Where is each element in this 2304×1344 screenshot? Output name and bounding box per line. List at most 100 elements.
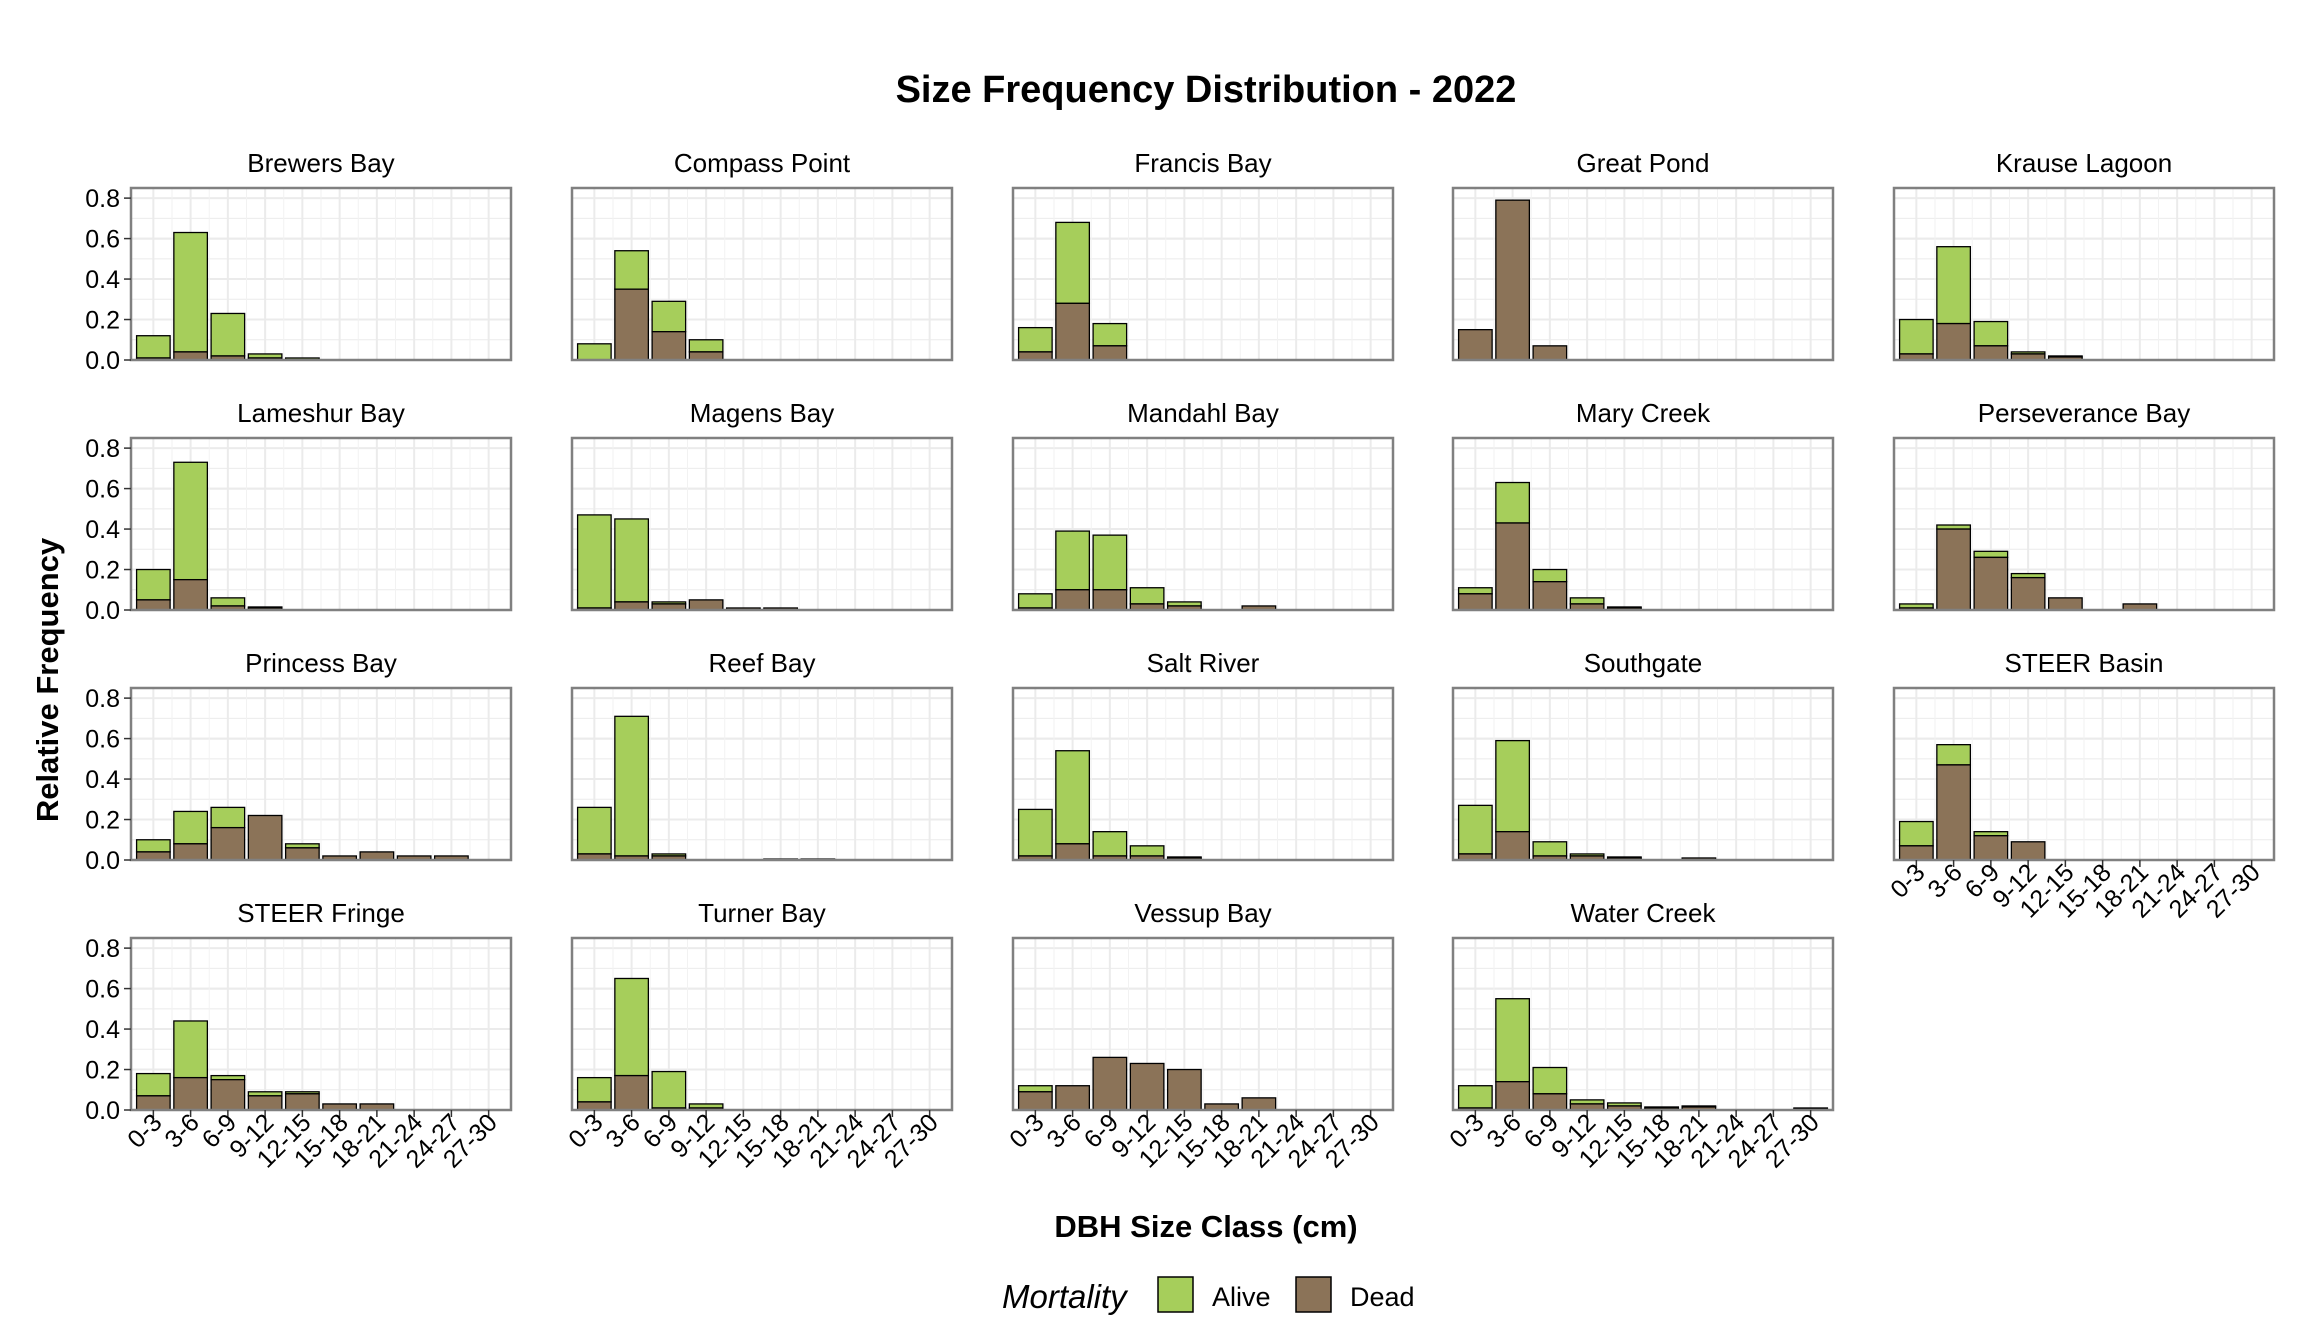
panel-salt-river: Salt River [1011,648,1395,862]
bar-alive [173,810,209,845]
bar-alive [173,1020,209,1079]
bar-alive [1898,820,1934,847]
panel-title: Perseverance Bay [1978,398,2190,428]
bar-dead [173,843,209,861]
x-tick-label: 3-6 [1481,1108,1526,1153]
bar-alive [576,1076,612,1103]
bar-dead [1973,835,2009,861]
bar-alive [1973,320,2009,347]
bar-dead [1092,589,1128,611]
bar-dead [2010,841,2046,861]
panel-lameshur-bay: Lameshur Bay 0.0 0.2 0.4 0.6 0.8 [85,398,513,625]
y-tick-label: 0.0 [85,847,120,875]
y-tick-label: 0.8 [85,685,120,713]
bar-alive [651,1070,687,1109]
bar-alive [1898,318,1934,355]
bar-dead [1898,845,1934,861]
bar-alive [1532,841,1568,857]
y-tick-label: 0.0 [85,597,120,625]
bar-alive [210,806,246,829]
panel-border [129,186,513,362]
bar-alive [576,514,612,609]
panel-border [1892,686,2276,862]
bar-alive [576,343,612,361]
bar-dead [1055,589,1091,611]
y-tick-label: 0.8 [85,435,120,463]
y-tick-label: 0.6 [85,226,120,254]
panel-magens-bay: Magens Bay [570,398,954,612]
bar-dead [1532,345,1568,361]
bar-alive [1457,587,1493,595]
bar-dead [1495,199,1531,361]
bar-dead [1495,1081,1531,1111]
y-tick-label: 0.8 [85,935,120,963]
panel-title: Mary Creek [1576,398,1711,428]
bar-alive [614,715,650,857]
bar-dead [1936,764,1972,861]
bar-dead [1532,581,1568,611]
bar-alive [210,312,246,357]
panel-reef-bay: Reef Bay [570,648,954,862]
bar-alive [1569,597,1605,605]
bar-alive [210,597,246,607]
y-tick-label: 0.6 [85,476,120,504]
bar-dead [1936,528,1972,611]
bar-dead [2047,597,2083,611]
panel-turner-bay: Turner Bay0-33-66-99-1212-1515-1818-2121… [563,898,954,1173]
legend-label-alive: Alive [1212,1282,1271,1312]
bar-alive [135,1072,171,1097]
bar-dead [1241,1097,1277,1111]
panel-border [1451,436,1835,612]
bar-alive [1092,534,1128,591]
panel-mary-creek: Mary Creek [1451,398,1835,612]
panel-border [1892,186,2276,362]
panel-title: Compass Point [674,148,851,178]
bar-alive [1092,831,1128,857]
panel-title: Lameshur Bay [237,398,405,428]
panel-border [570,936,954,1112]
bar-dead [2010,576,2046,611]
bar-dead [173,578,209,611]
y-tick-label: 0.6 [85,726,120,754]
bar-alive [651,300,687,333]
bar-alive [173,231,209,353]
legend-label-dead: Dead [1350,1282,1415,1312]
x-tick-label: 0-3 [122,1108,167,1153]
panel-steer-fringe: STEER Fringe0.00.20.40.60.80-33-66-99-12… [85,898,513,1173]
panel-great-pond: Great Pond [1451,148,1835,362]
legend-title: Mortality [1002,1278,1129,1315]
panel-title: Reef Bay [709,648,816,678]
x-axis-label: DBH Size Class (cm) [1054,1209,1357,1244]
bar-dead [1973,556,2009,611]
panel-title: Mandahl Bay [1127,398,1279,428]
bar-dead [247,1095,283,1111]
y-tick-label: 0.2 [85,557,120,585]
bar-dead [210,1078,246,1111]
panel-title: Magens Bay [690,398,835,428]
bar-dead [1055,1085,1091,1111]
panel-border [1011,936,1395,1112]
bar-alive [1936,744,1972,766]
bar-dead [210,826,246,861]
panel-vessup-bay: Vessup Bay0-33-66-99-1212-1515-1818-2121… [1004,898,1395,1173]
bar-alive [614,518,650,603]
y-tick-label: 0.2 [85,307,120,335]
y-axis-label: Relative Frequency [30,537,65,822]
bar-dead [1017,1091,1053,1111]
y-tick-label: 0.0 [85,1097,120,1125]
bar-alive [1055,750,1091,845]
panel-title: Brewers Bay [247,148,394,178]
y-tick-label: 0.6 [85,976,120,1004]
bar-alive [1495,998,1531,1083]
panel-border [1011,436,1395,612]
panel-title: Vessup Bay [1134,898,1271,928]
panel-princess-bay: Princess Bay 0.0 0.2 0.4 0.6 0.8 [85,648,513,875]
bar-dead [1495,831,1531,861]
bar-alive [1017,326,1053,353]
panel-border [1011,186,1395,362]
bar-alive [614,977,650,1077]
bar-alive [1973,550,2009,559]
panel-title: Princess Bay [245,648,397,678]
panel-southgate: Southgate [1451,648,1835,862]
panel-border [129,436,513,612]
